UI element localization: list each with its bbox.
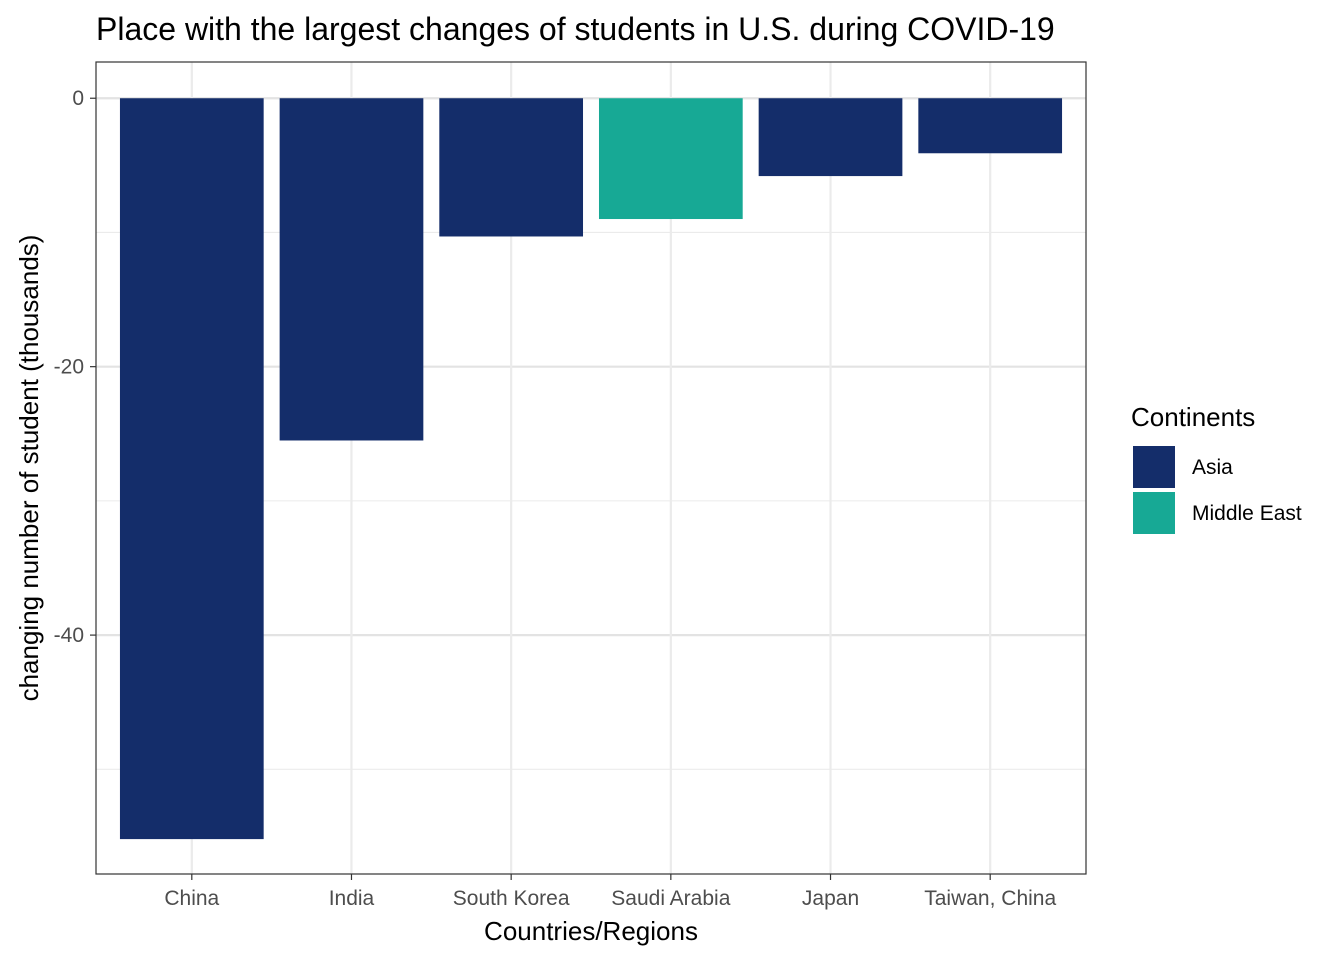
- x-tick-label: India: [329, 887, 375, 910]
- bar-india: [279, 98, 424, 441]
- x-axis-title: Countries/Regions: [484, 916, 698, 946]
- legend-title: Continents: [1131, 402, 1255, 432]
- y-tick-label: 0: [72, 87, 84, 110]
- x-tick-label: Saudi Arabia: [611, 887, 730, 910]
- bar-taiwan-china: [918, 98, 1063, 154]
- x-tick-label: China: [164, 887, 219, 910]
- plot-border: [95, 61, 1087, 875]
- y-axis-title: changing number of student (thousands): [14, 235, 44, 702]
- y-tick-label: -20: [54, 356, 84, 379]
- x-tick-label: Japan: [802, 887, 859, 910]
- legend-label-asia: Asia: [1192, 456, 1233, 479]
- x-tick-label: Taiwan, China: [924, 887, 1056, 910]
- bar-south-korea: [439, 98, 584, 237]
- bars: [119, 98, 1063, 840]
- y-tick-label: -40: [54, 624, 84, 647]
- bar-china: [119, 98, 264, 840]
- bar-saudi-arabia: [598, 98, 743, 220]
- bar-japan: [758, 98, 903, 177]
- legend-swatch-asia: [1133, 446, 1175, 488]
- x-tick-label: South Korea: [453, 887, 570, 910]
- chart-title: Place with the largest changes of studen…: [96, 11, 1055, 47]
- legend-label-middle-east: Middle East: [1192, 502, 1302, 525]
- legend-items: Asia Middle East: [1133, 446, 1302, 534]
- x-axis: China India South Korea Saudi Arabia Japan Ta…: [164, 874, 1056, 910]
- legend: Continents Asia Middle East: [1131, 402, 1302, 534]
- legend-swatch-middle-east: [1133, 492, 1175, 534]
- y-axis: 0 -20 -40: [54, 87, 96, 647]
